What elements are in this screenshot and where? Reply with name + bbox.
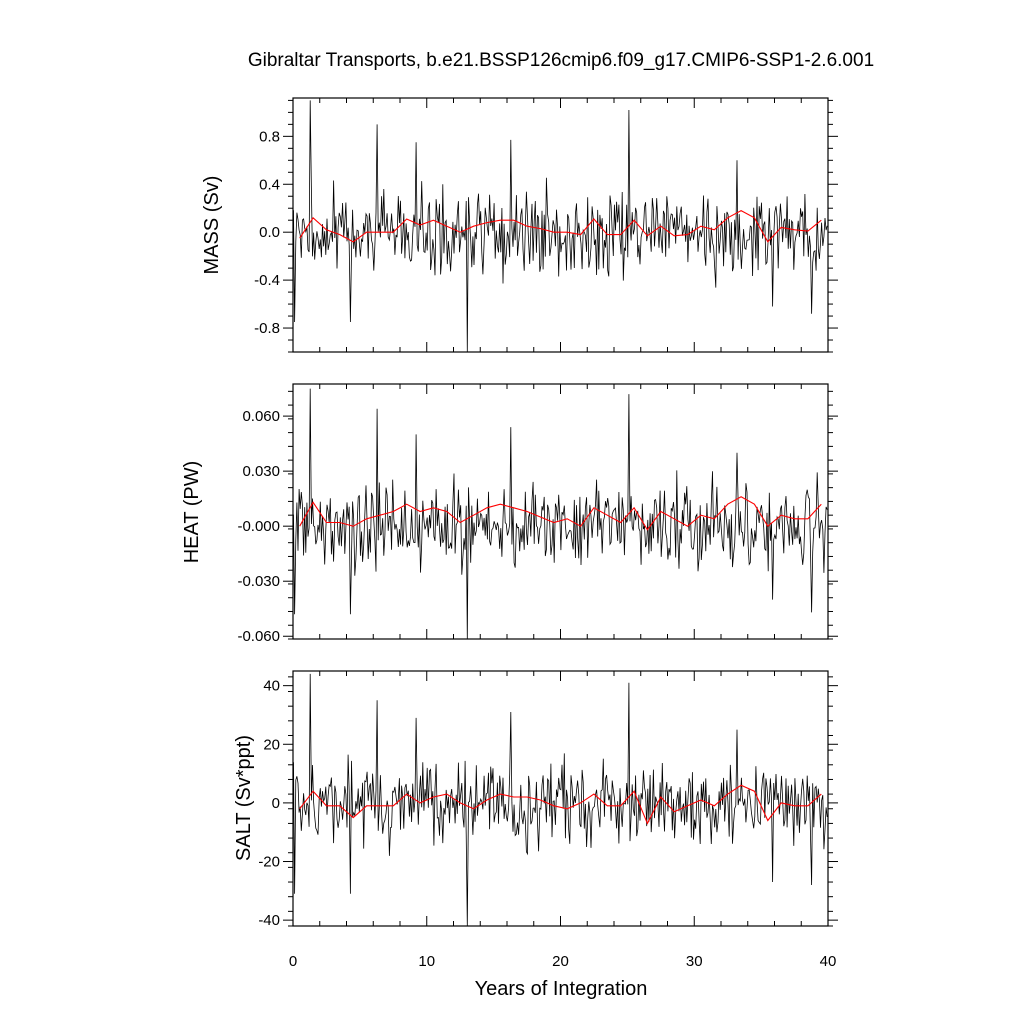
x-tick-label: 0 <box>289 953 297 970</box>
y-tick-label: 0.4 <box>259 176 280 193</box>
y-tick-label: -0.000 <box>237 518 280 535</box>
salt-y-axis-label: SALT (Sv*ppt) <box>233 735 255 861</box>
y-tick-label: -0.060 <box>237 628 280 645</box>
annual-mean-series-line <box>299 496 822 531</box>
y-tick-label: 0.0 <box>259 224 280 241</box>
monthly-series-line <box>293 673 828 926</box>
y-tick-label: -40 <box>258 912 280 929</box>
heat-y-axis-label: HEAT (PW) <box>181 461 203 564</box>
x-tick-label: 10 <box>418 953 435 970</box>
x-axis-label: Years of Integration <box>475 978 648 1000</box>
y-tick-label: 20 <box>263 736 280 753</box>
heat-panel: HEAT (PW) -0.060 -0.030 -0.000 0.030 0.060 <box>181 383 838 645</box>
y-tick-label: -0.8 <box>254 320 280 337</box>
y-tick-label: 0 <box>272 795 280 812</box>
y-tick-label: -0.4 <box>254 272 280 289</box>
x-tick-label: 40 <box>820 953 837 970</box>
salt-panel: SALT (Sv*ppt) -40 -20 0 20 40 <box>233 670 838 929</box>
y-tick-label: 0.8 <box>259 128 280 145</box>
y-tick-label: 40 <box>263 678 280 695</box>
y-tick-label: -20 <box>258 854 280 871</box>
y-tick-label: -0.030 <box>237 573 280 590</box>
x-tick-label: 30 <box>686 953 703 970</box>
annual-mean-series-line <box>299 209 822 243</box>
x-tick-label: 20 <box>552 953 569 970</box>
chart-title: Gibraltar Transports, b.e21.BSSP126cmip6… <box>248 50 874 71</box>
y-tick-label: 0.030 <box>242 463 280 480</box>
annual-mean-series-line <box>299 784 822 825</box>
plot-frame <box>292 97 829 353</box>
monthly-series-line <box>293 388 828 639</box>
monthly-series-line <box>293 100 828 352</box>
mass-y-axis-label: MASS (Sv) <box>201 176 223 275</box>
mass-panel: MASS (Sv) -0.8 -0.4 0.0 0.4 0.8 <box>201 97 838 353</box>
y-tick-label: 0.060 <box>242 408 280 425</box>
